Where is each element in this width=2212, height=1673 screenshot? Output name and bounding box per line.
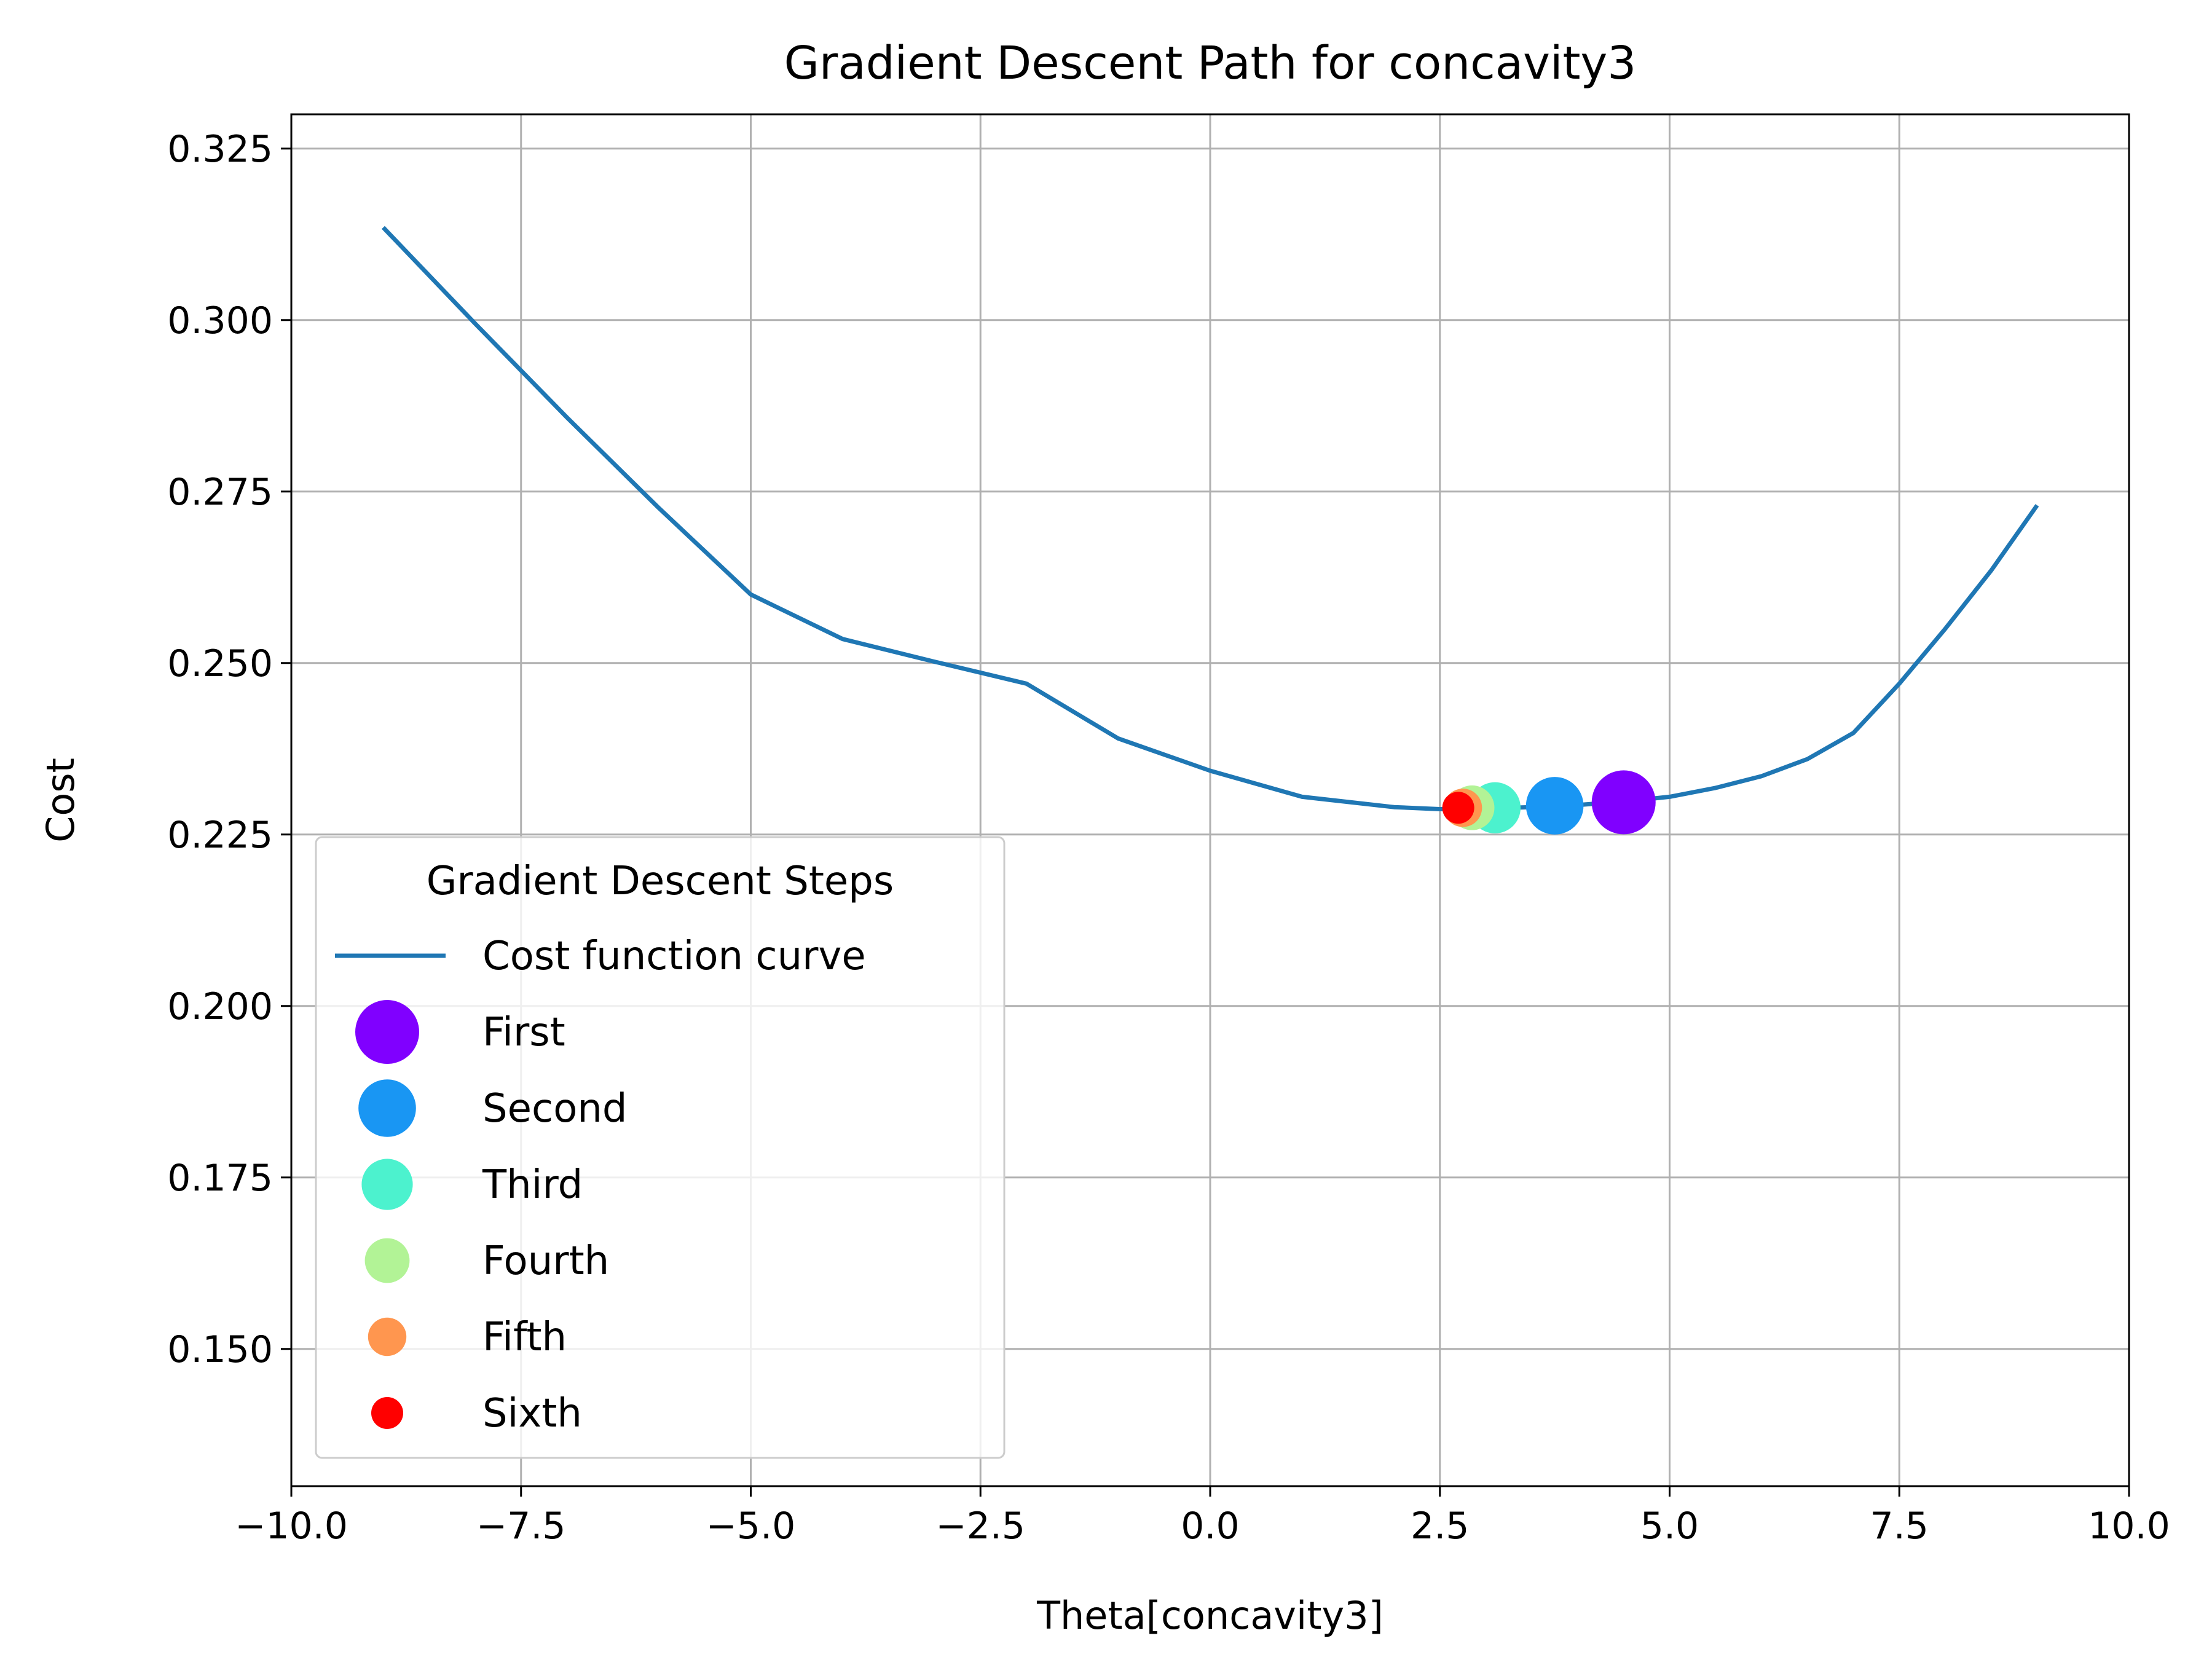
legend-swatch-first [355,1000,419,1064]
chart-title: Gradient Descent Path for concavity3 [784,37,1637,90]
x-tick-label: 2.5 [1411,1505,1469,1548]
legend-frame [315,836,1006,1459]
legend-label: Second [482,1086,628,1132]
y-tick-label: 0.325 [167,128,273,171]
x-tick-label: −5.0 [706,1505,796,1548]
step-point-second [1525,777,1584,835]
legend-swatch-fifth [368,1317,407,1356]
y-tick-label: 0.275 [167,471,273,514]
legend-swatch-third [361,1159,413,1210]
y-tick-label: 0.300 [167,299,273,342]
legend-label: Cost function curve [482,934,866,979]
legend-label: First [482,1010,565,1055]
x-tick-label: −2.5 [935,1505,1025,1548]
legend-title: Gradient Descent Steps [427,859,894,904]
legend-swatch-fourth [364,1238,410,1283]
y-tick-label: 0.250 [167,642,273,685]
step-point-sixth [1442,792,1474,824]
legend-label: Sixth [482,1391,582,1436]
legend-swatch-sixth [371,1397,403,1429]
legend: Gradient Descent Steps Cost function cur… [315,836,1006,1459]
legend-swatch-second [358,1079,416,1137]
y-axis-label: Cost [38,758,83,843]
y-tick-label: 0.175 [167,1157,273,1200]
x-tick-label: 0.0 [1181,1505,1239,1548]
legend-entries: Cost function curve First Second Third Fourt… [335,934,866,1436]
legend-label: Third [482,1162,583,1208]
x-tick-label: 10.0 [2088,1505,2170,1548]
x-tick-label: 7.5 [1870,1505,1929,1548]
points-layer [1442,770,1656,835]
y-axis-ticks: 0.150 0.175 0.200 0.225 0.250 0.275 0.300 0.325 [167,128,291,1371]
y-tick-label: 0.200 [167,985,273,1028]
x-axis-label: Theta[concavity3] [1036,1593,1383,1638]
y-tick-label: 0.150 [167,1328,273,1371]
step-point-first [1591,770,1656,835]
x-axis-ticks: −10.0 −7.5 −5.0 −2.5 0.0 2.5 5.0 7.5 10.0 [235,1486,2170,1548]
x-tick-label: −7.5 [476,1505,566,1548]
y-tick-label: 0.225 [167,814,273,857]
x-tick-label: −10.0 [235,1505,348,1548]
legend-label: Fifth [482,1315,567,1360]
x-tick-label: 5.0 [1640,1505,1699,1548]
legend-label: Fourth [482,1238,609,1284]
